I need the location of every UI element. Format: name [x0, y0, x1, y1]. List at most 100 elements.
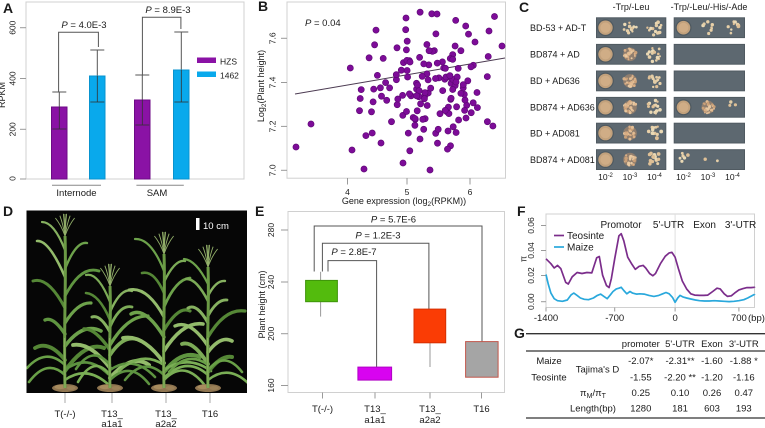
svg-text:0.47: 0.47: [735, 388, 754, 399]
svg-text:-1.16: -1.16: [733, 373, 755, 384]
svg-text:200: 200: [266, 326, 276, 340]
svg-text:0.26: 0.26: [703, 388, 722, 399]
svg-text:-Trp/-Leu: -Trp/-Leu: [613, 2, 650, 12]
svg-text:-1.88 *: -1.88 *: [730, 356, 758, 367]
svg-text:0.25: 0.25: [632, 388, 651, 399]
svg-text:Log2(Plant height): Log2(Plant height): [256, 50, 268, 122]
svg-text:0.04: 0.04: [526, 242, 536, 259]
svg-text:BD + AD636: BD + AD636: [530, 76, 580, 86]
svg-text:F: F: [517, 203, 526, 219]
svg-text:400: 400: [8, 71, 18, 85]
svg-text:a2a2: a2a2: [419, 415, 440, 426]
svg-text:D: D: [3, 203, 13, 219]
svg-text:promoter: promoter: [622, 339, 660, 350]
svg-text:Internode: Internode: [56, 188, 96, 199]
svg-text:3'-UTR: 3'-UTR: [725, 220, 756, 231]
svg-text:BD + AD081: BD + AD081: [530, 128, 580, 138]
svg-text:1280: 1280: [630, 404, 651, 415]
svg-text:Gene expression (log2(RPKM)): Gene expression (log2(RPKM)): [342, 196, 466, 208]
svg-text:a2a2: a2a2: [155, 419, 176, 428]
svg-text:10-3: 10-3: [701, 172, 716, 182]
svg-text:a1a1: a1a1: [364, 415, 385, 426]
svg-text:SAM: SAM: [147, 188, 168, 199]
svg-text:5'-UTR: 5'-UTR: [653, 220, 684, 231]
svg-text:πM/πT: πM/πT: [580, 388, 607, 400]
svg-text:-1.55: -1.55: [630, 373, 652, 384]
svg-text:-700: -700: [605, 313, 624, 324]
svg-text:5: 5: [405, 187, 410, 197]
svg-text:193: 193: [736, 404, 752, 415]
svg-text:-Trp/-Leu/-His/-Ade: -Trp/-Leu/-His/-Ade: [671, 2, 748, 12]
svg-text:E: E: [255, 203, 264, 219]
svg-text:10-4: 10-4: [725, 172, 740, 182]
svg-text:T16: T16: [202, 409, 218, 420]
svg-text:7.0: 7.0: [267, 164, 277, 176]
svg-text:-1.20: -1.20: [701, 373, 723, 384]
svg-text:3'-UTR: 3'-UTR: [729, 339, 759, 350]
svg-text:P = 5.7E-6: P = 5.7E-6: [371, 215, 416, 226]
svg-text:HZS: HZS: [220, 57, 237, 67]
svg-text:Promotor: Promotor: [600, 220, 642, 231]
svg-text:0: 0: [8, 176, 18, 181]
svg-text:10-2: 10-2: [676, 172, 691, 182]
svg-text:600: 600: [8, 20, 18, 34]
svg-text:Teosinte: Teosinte: [567, 231, 605, 242]
svg-text:(bp): (bp): [748, 313, 765, 324]
svg-text:160: 160: [266, 378, 276, 392]
svg-text:T13_: T13_: [364, 404, 386, 415]
svg-text:0.00: 0.00: [526, 293, 536, 310]
svg-text:π: π: [519, 256, 529, 262]
svg-text:280: 280: [266, 223, 276, 237]
svg-text:5'-UTR: 5'-UTR: [665, 339, 695, 350]
svg-text:P = 2.8E-7: P = 2.8E-7: [331, 247, 376, 258]
svg-text:1462: 1462: [220, 71, 239, 81]
svg-text:-1400: -1400: [534, 313, 558, 324]
svg-text:T13_: T13_: [419, 404, 441, 415]
svg-text:BD874 + AD081: BD874 + AD081: [530, 155, 595, 165]
svg-text:BD874 + AD: BD874 + AD: [530, 50, 580, 60]
svg-text:T(-/-): T(-/-): [54, 409, 75, 420]
svg-text:Exon: Exon: [693, 220, 716, 231]
svg-text:a1a1: a1a1: [101, 419, 122, 428]
svg-text:6: 6: [468, 187, 473, 197]
svg-text:Teosinte: Teosinte: [531, 373, 566, 384]
svg-text:BD-53 + AD-T: BD-53 + AD-T: [530, 23, 587, 33]
svg-text:-2.20 **: -2.20 **: [664, 373, 696, 384]
svg-text:Tajima's D: Tajima's D: [576, 364, 620, 375]
svg-text:4: 4: [345, 187, 350, 197]
svg-text:B: B: [258, 0, 268, 14]
svg-text:603: 603: [704, 404, 720, 415]
svg-text:10 cm: 10 cm: [203, 221, 229, 232]
svg-text:T16: T16: [473, 404, 489, 415]
svg-text:181: 181: [672, 404, 688, 415]
svg-text:7.2: 7.2: [267, 120, 277, 132]
svg-text:Maize: Maize: [536, 356, 561, 367]
svg-text:7.4: 7.4: [267, 76, 277, 88]
svg-text:0: 0: [672, 313, 677, 324]
svg-text:Maize: Maize: [567, 243, 594, 254]
svg-text:T13_: T13_: [155, 409, 177, 420]
svg-text:7.6: 7.6: [267, 32, 277, 44]
svg-text:RPKM: RPKM: [0, 82, 7, 108]
svg-text:C: C: [519, 0, 529, 15]
svg-text:10-4: 10-4: [647, 172, 662, 182]
svg-text:200: 200: [8, 122, 18, 136]
svg-text:-2.07*: -2.07*: [628, 356, 654, 367]
svg-text:Exon: Exon: [701, 339, 723, 350]
svg-text:0.06: 0.06: [526, 217, 536, 234]
svg-text:-2.31**: -2.31**: [665, 356, 694, 367]
svg-text:10-2: 10-2: [598, 172, 613, 182]
svg-text:240: 240: [266, 275, 276, 289]
svg-text:P = 0.04: P = 0.04: [305, 18, 341, 29]
svg-text:P = 4.0E-3: P = 4.0E-3: [61, 20, 106, 31]
svg-text:0.10: 0.10: [671, 388, 690, 399]
svg-text:BD874 + AD636: BD874 + AD636: [530, 103, 595, 113]
svg-text:-1.60: -1.60: [701, 356, 723, 367]
svg-text:700: 700: [731, 313, 747, 324]
svg-text:10-3: 10-3: [623, 172, 638, 182]
svg-text:Plant height (cm): Plant height (cm): [257, 270, 267, 338]
svg-text:0.02: 0.02: [526, 267, 536, 284]
svg-text:T(-/-): T(-/-): [312, 404, 333, 415]
svg-text:Length(bp): Length(bp): [570, 404, 616, 415]
svg-text:G: G: [514, 325, 525, 341]
